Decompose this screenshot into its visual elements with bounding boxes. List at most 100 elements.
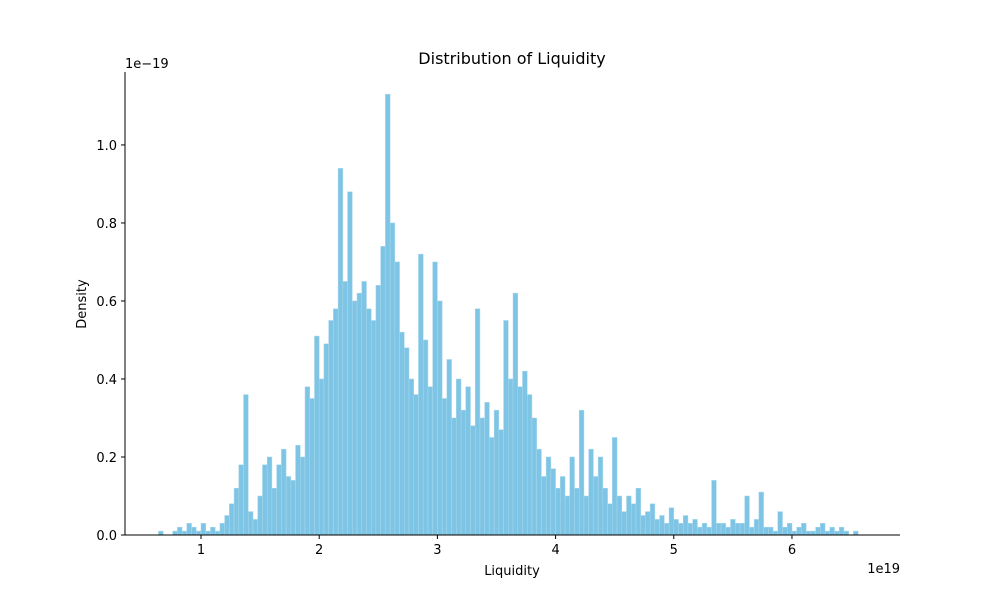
bar [820, 523, 826, 536]
chart-title: Distribution of Liquidity [418, 49, 605, 68]
bar [801, 523, 807, 536]
x-tick-label: 2 [315, 543, 323, 558]
bar [418, 253, 424, 536]
bar [285, 476, 292, 536]
bar [626, 495, 632, 536]
bar [711, 480, 717, 536]
bar [413, 394, 419, 536]
bar [687, 523, 693, 536]
bar [186, 523, 192, 536]
bar [281, 448, 287, 536]
bar [682, 515, 689, 536]
bar [786, 523, 793, 536]
bar [451, 417, 457, 536]
bar [493, 409, 500, 536]
bar [526, 394, 533, 536]
bar [503, 320, 509, 536]
bar [730, 519, 736, 536]
bar [612, 437, 618, 536]
bar [347, 191, 353, 536]
bar [654, 519, 660, 536]
bar [385, 93, 391, 536]
bar [238, 464, 244, 536]
bar [782, 526, 788, 536]
bar [720, 523, 727, 536]
x-tick-label: 6 [788, 543, 796, 558]
bar [550, 468, 556, 536]
bar [200, 523, 206, 536]
bar [318, 378, 325, 536]
bar [725, 526, 731, 536]
bar [380, 246, 386, 536]
y-offset-label: 1e−19 [125, 57, 169, 72]
bar [177, 526, 183, 536]
bar [342, 281, 348, 536]
bar [588, 448, 594, 536]
bar [673, 519, 679, 536]
bar [583, 495, 589, 536]
y-tick-label: 0.6 [96, 295, 117, 310]
bar [768, 526, 774, 536]
bar [243, 394, 249, 536]
bar [659, 515, 665, 536]
bar [838, 526, 845, 536]
bar [304, 386, 310, 536]
bar [607, 503, 613, 536]
bar [224, 515, 230, 536]
bar [248, 511, 254, 536]
bar [266, 456, 273, 536]
bar [560, 476, 566, 536]
bar [834, 530, 840, 536]
bar [422, 339, 429, 536]
bar [815, 526, 821, 536]
bar [470, 425, 476, 536]
x-offset-label: 1e19 [867, 562, 900, 577]
bar [517, 386, 523, 536]
bar [196, 530, 202, 536]
bar [796, 526, 802, 536]
bar [370, 320, 377, 536]
bar [456, 378, 462, 536]
bar [356, 292, 362, 536]
bar [366, 308, 372, 536]
bar [763, 526, 769, 536]
bar [408, 378, 414, 536]
bar [394, 261, 400, 536]
bar [337, 168, 344, 536]
bar [621, 511, 627, 536]
bar [489, 437, 495, 536]
bar [465, 386, 471, 536]
x-tick-label: 4 [551, 543, 559, 558]
bar [262, 464, 268, 536]
bar [753, 519, 760, 536]
bar [597, 456, 604, 536]
bar [531, 417, 537, 536]
x-tick-label: 5 [670, 543, 678, 558]
bar [479, 417, 485, 536]
bar [508, 378, 514, 536]
bar [219, 523, 225, 536]
bar [309, 398, 315, 536]
bar [692, 519, 698, 536]
bar [191, 526, 197, 536]
bar [328, 320, 334, 536]
bar [574, 487, 580, 536]
bar [158, 530, 164, 536]
bar [640, 515, 646, 536]
bar [233, 487, 240, 536]
bar [569, 456, 575, 536]
bar [697, 526, 703, 536]
bar [664, 523, 670, 536]
y-tick-label: 0.0 [96, 529, 117, 544]
bar [375, 285, 381, 536]
bar [777, 511, 783, 536]
bar [616, 495, 623, 536]
bar [205, 530, 211, 536]
bar [432, 261, 438, 536]
bar [474, 308, 481, 536]
bar [706, 526, 712, 536]
bar [701, 523, 708, 536]
y-tick-label: 0.8 [96, 217, 117, 232]
bar [290, 480, 296, 536]
